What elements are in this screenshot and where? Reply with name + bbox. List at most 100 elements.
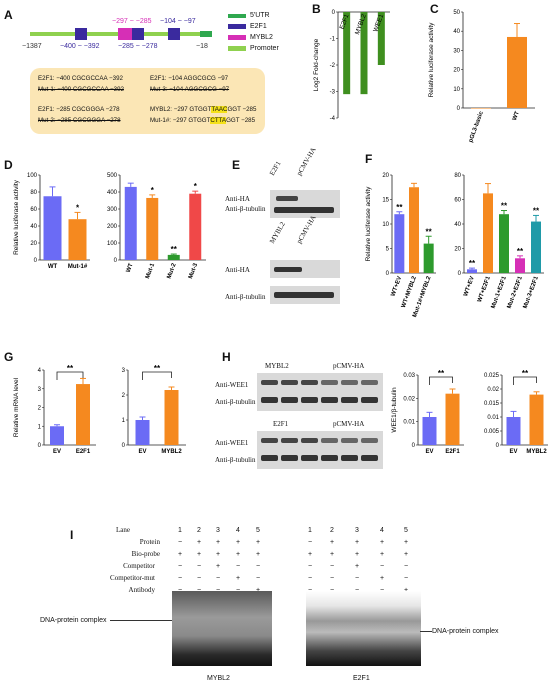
y-tick-label: 0.01 <box>403 420 415 426</box>
range-e2f1-2: −285 ~ −278 <box>118 43 158 50</box>
band <box>261 397 278 403</box>
y-tick-label: -2 <box>330 63 336 69</box>
bar <box>471 108 491 109</box>
blot-e: E2F1 pCMV-HA Anti-HA Anti-β-tubulin MYBL… <box>220 146 360 340</box>
band <box>321 438 338 443</box>
category-label: WT+MYBL2 <box>401 275 418 309</box>
bar <box>529 394 544 445</box>
emsa-row-label: Bio-probe <box>131 550 160 558</box>
y-tick-label: 2 <box>38 406 42 412</box>
category-label: WT <box>126 262 135 273</box>
y-tick-label: -4 <box>330 116 336 122</box>
significance-bracket <box>429 376 453 385</box>
emsa-cell: + <box>197 539 202 546</box>
emsa-cell: − <box>308 563 313 570</box>
seq-mut-3: Mut-3: −104 AGGCGCG −97 <box>150 86 230 93</box>
band <box>301 455 318 461</box>
y-tick-label: 0 <box>122 443 126 449</box>
band <box>281 380 298 385</box>
y-tick-label: 50 <box>453 10 460 16</box>
emsa-cell: − <box>380 563 385 570</box>
bar <box>377 12 385 65</box>
emsa-row-label: Lane <box>116 526 130 534</box>
emsa-cell: − <box>404 563 409 570</box>
emsa-lane-number: 4 <box>380 527 384 534</box>
emsa-cell: − <box>355 587 359 594</box>
band <box>281 455 298 461</box>
emsa-cell: + <box>404 551 409 558</box>
panel-label-b: B <box>312 2 321 16</box>
emsa-cell: − <box>197 575 202 582</box>
mybl2-site <box>118 28 132 40</box>
y-tick-label: 200 <box>107 224 118 230</box>
panel-label-g: G <box>4 350 14 364</box>
emsa-cell: + <box>178 551 183 558</box>
chart-h1-wee1: 0 0.01 0.02 0.03 WEE1/β-tubulin EV E2F1 ** <box>391 369 464 455</box>
significance-mark: ** <box>522 369 529 378</box>
chart-g2-mrna: 0 1 2 3 EV MYBL2 ** <box>122 364 186 455</box>
bar <box>164 390 179 445</box>
band <box>341 397 358 403</box>
legend-5utr-label: 5'UTR <box>250 12 270 19</box>
band <box>341 455 358 461</box>
y-tick-label: 40 <box>30 224 37 230</box>
y-tick-label: 0.015 <box>484 401 500 407</box>
chart-g1-mrna: 0 1 2 3 4 Relative mRNA level EV E2F1 ** <box>13 364 96 455</box>
panel-label-a: A <box>4 8 13 22</box>
emsa-cell: + <box>330 551 335 558</box>
emsa-cell: + <box>380 539 385 546</box>
band <box>361 438 378 443</box>
emsa-cell: − <box>330 575 335 582</box>
bar <box>445 393 460 445</box>
blot-h-col-e2f1: E2F1 <box>273 420 289 428</box>
chart-f2-luciferase: 020406080WT+EV**WT+E2F1Mut-1+E2F1**Mut-2… <box>454 173 544 309</box>
emsa-lane-number: 1 <box>308 527 312 534</box>
emsa-gel-mybl2 <box>172 591 272 666</box>
significance-mark: ** <box>67 364 74 373</box>
significance-bracket <box>513 376 537 385</box>
emsa-cell: + <box>216 551 221 558</box>
emsa-cell: − <box>216 575 221 582</box>
emsa-cell: + <box>216 539 221 546</box>
seq-mybl2: MYBL2: −297 GTGGTTAACGGT −285 <box>150 106 257 113</box>
category-label: EV <box>509 449 517 455</box>
significance-mark: * <box>76 203 80 212</box>
category-label: EV <box>138 449 146 455</box>
category-label: WT+E2F1 <box>477 275 492 303</box>
y-tick-label: 0 <box>114 258 118 264</box>
bar <box>467 269 477 273</box>
emsa-cell: − <box>404 575 409 582</box>
seq-mut-2: Mut-2: −285 CGCGGGA −278 <box>38 117 121 124</box>
y-tick-label: 30 <box>453 48 460 54</box>
y-axis-label: Relative luciferase activity <box>365 186 372 262</box>
bar <box>68 219 87 260</box>
position-start: −1387 <box>22 43 42 50</box>
significance-mark: ** <box>501 202 508 211</box>
emsa-cell: − <box>380 587 384 594</box>
blot-e-top-membrane <box>270 190 340 218</box>
band <box>281 438 298 443</box>
emsa-cell: − <box>236 587 240 594</box>
emsa-cell: − <box>308 539 313 546</box>
y-tick-label: 2 <box>122 393 126 399</box>
y-tick-label: 5 <box>386 247 390 253</box>
band <box>321 380 338 385</box>
category-label: Mut-3 <box>188 262 199 280</box>
emsa-cell: − <box>197 587 201 594</box>
blot-e-col-pcmv-2: pCMV-HA <box>295 213 318 245</box>
emsa-cell: + <box>330 539 335 546</box>
category-label: Mut-3+E2F1 <box>523 275 540 309</box>
bar <box>531 221 541 273</box>
significance-mark: ** <box>171 245 178 254</box>
emsa-lane-number: 5 <box>404 527 408 534</box>
significance-bracket <box>142 371 172 380</box>
emsa-cell: − <box>330 587 334 594</box>
bar <box>409 187 419 273</box>
category-label: EV <box>53 449 61 455</box>
chart-d2-luciferase: 0 100 200 300 400 500 WT Mut-1 * Mut-2 ** Mut-3 * <box>107 173 206 280</box>
band <box>361 380 378 385</box>
category-label: E2F1 <box>76 449 91 455</box>
seq-e2f1-2: E2F1: −285 CGCGGGA −278 <box>38 106 120 113</box>
promoter-schematic: −1387 −18 −297 ~ −285 −104 ~ −97 −400 ~ … <box>0 0 300 66</box>
blot-h-row-wee1: Anti-WEE1 <box>215 381 249 389</box>
